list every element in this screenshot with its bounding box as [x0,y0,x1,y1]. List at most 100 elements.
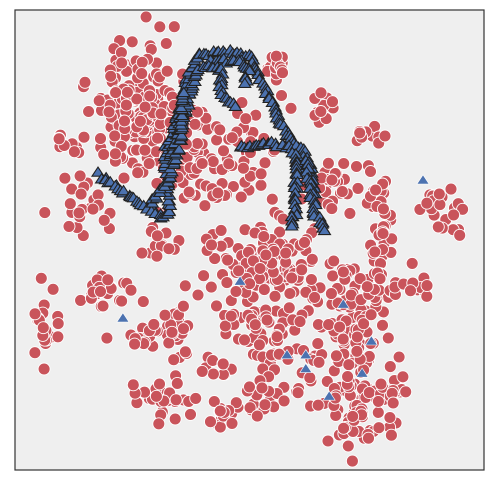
scatter-point-circle [97,213,111,227]
scatter-point-circle [216,357,230,371]
scatter-point-circle [369,183,383,197]
scatter-point-circle [177,322,190,336]
scatter-point-circle [195,364,209,378]
scatter-point-circle [257,230,271,243]
scatter-point-circle [308,290,322,304]
scatter-point-triangle [175,109,190,121]
scatter-point-circle [243,401,257,415]
scatter-point-circle [257,283,271,297]
scatter-point-circle [360,280,374,294]
scatter-point-circle [371,406,385,419]
scatter-point-circle [326,269,340,283]
scatter-point-triangle [322,390,336,401]
scatter-point-circle [153,20,167,34]
scatter-point-circle [162,336,176,350]
scatter-point-circle [208,252,222,266]
scatter-point-circle [311,337,325,351]
scatter-point-circle [138,143,152,157]
scatter-point-circle [405,256,419,270]
scatter-point-circle [131,166,145,180]
scatter-point-circle [130,92,144,106]
scatter-point-circle [225,416,239,430]
scatter-point-circle [260,313,274,327]
scatter-point-circle [253,262,267,275]
scatter-point-circle [104,69,118,83]
scatter-point-circle [378,129,392,143]
scatter-point-circle [350,344,364,358]
scatter-point-circle [432,187,446,201]
scatter-point-circle [234,190,248,204]
scatter-point-circle [329,349,343,363]
scatter-point-circle [102,105,116,119]
scatter-point-circle [258,156,272,170]
scatter-point-circle [142,157,156,171]
scatter-point-circle [143,89,157,103]
scatter-point-circle [204,280,218,294]
scatter-point-circle [78,75,92,89]
scatter-point-circle [221,253,235,267]
scatter-point-circle [404,284,417,298]
scatter-point-circle [255,381,269,395]
scatter-point-circle [325,202,339,216]
scatter-point-circle [108,129,122,143]
scatter-point-circle [74,293,88,307]
scatter-point-circle [119,98,133,112]
scatter-point-circle [229,285,243,298]
scatter-point-circle [396,370,410,384]
scatter-point-circle [291,386,305,400]
scatter-point-circle [117,171,131,185]
scatter-point-circle [325,173,339,187]
scatter-point-circle [159,37,173,50]
scatter-point-circle [169,393,183,407]
scatter-point-circle [333,320,347,334]
scatter-point-circle [343,206,357,220]
scatter-point-circle [147,317,161,331]
scatter-point-circle [136,295,150,309]
scatter-point-circle [152,417,166,431]
scatter-point-circle [270,330,284,344]
scatter-point-circle [284,101,298,115]
scatter-point-circle [238,333,251,347]
scatter-point-circle [176,299,190,313]
scatter-point-circle [94,132,107,146]
scatter-point-circle [243,380,256,394]
scatter-point-circle [305,252,319,266]
scatter-point-circle [373,272,387,286]
scatter-point-circle [62,219,76,233]
scatter-point-circle [51,330,65,344]
scatter-point-circle [94,285,107,298]
scatter-point-circle [321,156,335,170]
scatter-point-triangle [237,77,252,88]
scatter-point-circle [120,85,134,99]
scatter-point-circle [197,269,211,283]
scatter-point-circle [128,337,142,351]
scatter-point-circle [383,360,397,374]
scatter-point-circle [28,307,42,321]
scatter-point-triangle [116,184,131,196]
scatter-point-circle [277,394,291,408]
scatter-point-circle [162,242,176,256]
scatter-point-circle [337,157,351,170]
scatter-point-circle [108,147,122,161]
scatter-point-circle [345,454,359,468]
scatter-point-circle [73,169,87,183]
series-triangles [90,43,430,401]
scatter-point-circle [285,271,299,285]
scatter-point-circle [217,144,230,158]
scatter-point-circle [420,196,434,210]
scatter-point-circle [250,409,264,423]
scatter-point-circle [63,197,77,211]
scatter-point-circle [52,132,66,146]
scatter-point-triangle [299,362,313,373]
scatter-point-circle [293,315,307,329]
scatter-point-circle [282,301,296,315]
scatter-point-circle [204,415,217,429]
scatter-point-circle [36,321,50,335]
scatter-point-circle [86,202,100,216]
scatter-point-circle [353,126,367,140]
scatter-point-circle [337,421,351,435]
scatter-point-circle [350,160,363,173]
scatter-point-triangle [416,174,430,185]
scatter-point-circle [158,308,172,322]
